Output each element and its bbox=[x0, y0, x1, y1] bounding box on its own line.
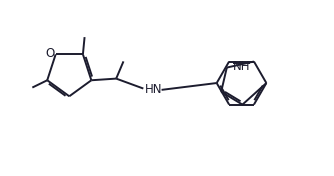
Text: HN: HN bbox=[145, 83, 163, 96]
Text: NH: NH bbox=[233, 60, 250, 73]
Text: O: O bbox=[45, 47, 54, 60]
